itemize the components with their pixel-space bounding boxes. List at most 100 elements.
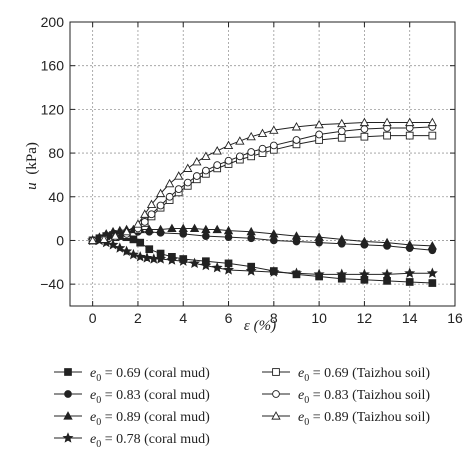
data-point-s5-18 [269, 141, 278, 150]
data-point-s3-19 [290, 267, 302, 278]
data-point-s5-21 [337, 127, 346, 136]
data-point-s1-9 [202, 232, 210, 240]
data-point-s3-20 [313, 268, 325, 279]
data-point-s6-24 [405, 117, 415, 127]
legend-label: e0 = 0.78 (coral mud) [90, 432, 210, 450]
data-point-s5-15 [236, 152, 244, 161]
data-point-s2-18 [291, 231, 302, 240]
plot-area [69, 21, 456, 307]
data-point-s2-17 [269, 229, 279, 238]
legend-marker [272, 390, 280, 398]
data-point-s5-17 [258, 144, 267, 153]
data-point-s4-21 [337, 133, 346, 142]
data-point-s4-22 [360, 132, 369, 141]
data-point-s2-19 [314, 232, 324, 241]
data-point-s6-3 [121, 226, 132, 236]
data-point-s6-7 [155, 188, 166, 198]
x-tick-label: 8 [270, 310, 278, 326]
data-point-s2-16 [246, 226, 256, 236]
data-point-s5-20 [315, 130, 323, 139]
data-point-s6-2 [110, 231, 120, 240]
data-point-s6-16 [246, 131, 256, 141]
data-point-s2-22 [382, 237, 392, 247]
data-point-s2-10 [167, 223, 177, 233]
x-tick-label: 10 [311, 310, 327, 326]
legend-marker [271, 411, 281, 420]
axis-ticks [70, 21, 456, 306]
x-tick-label: 2 [134, 310, 142, 326]
legend-marker [272, 368, 280, 376]
data-point-s6-5 [140, 209, 150, 218]
data-point-s2-4 [115, 225, 125, 235]
y-tick-label: 200 [41, 14, 65, 30]
data-point-s6-23 [382, 117, 392, 127]
y-tick-label: 40 [48, 189, 64, 205]
data-point-s6-10 [183, 163, 193, 172]
data-point-s3-14 [200, 259, 212, 271]
legend-marker [62, 432, 74, 443]
data-point-s0-8 [145, 245, 154, 254]
data-point-s6-19 [291, 122, 302, 131]
data-point-s2-23 [405, 239, 415, 249]
data-point-s3-11 [166, 254, 178, 265]
legend-entry-c2-2: e0 = 0.89 (Taizhou soil) [262, 410, 430, 428]
data-point-s2-12 [189, 223, 200, 233]
data-point-s6-4 [133, 219, 143, 228]
y-axis-unit: (kPa) [24, 142, 40, 175]
x-tick-label: 4 [179, 310, 187, 326]
legend-entry-c2-1: e0 = 0.83 (Taizhou soil) [262, 388, 430, 406]
data-point-s3-22 [358, 268, 370, 279]
data-point-s2-24 [427, 241, 438, 250]
data-point-s5-7 [156, 201, 165, 210]
data-point-s5-6 [147, 210, 156, 219]
data-point-s3-24 [404, 267, 416, 278]
x-axis-title: ε (%) [244, 318, 276, 334]
data-point-s3-21 [336, 268, 348, 279]
x-tick-label: 6 [225, 310, 233, 326]
data-point-s5-13 [213, 161, 222, 169]
data-point-s6-21 [337, 118, 347, 128]
data-point-s1-12 [269, 236, 278, 245]
data-point-s3-25 [426, 267, 438, 278]
data-point-s5-14 [224, 156, 233, 165]
legend-label: e0 = 0.83 (Taizhou soil) [298, 388, 430, 406]
data-point-s5-12 [202, 166, 210, 175]
data-point-s6-14 [223, 140, 234, 150]
y-tick-label: 160 [41, 58, 65, 74]
data-point-s2-11 [178, 223, 188, 233]
x-tick-label: 16 [447, 310, 463, 326]
data-point-s5-10 [183, 178, 192, 187]
legend-label: e0 = 0.83 (coral mud) [90, 388, 210, 406]
data-point-s3-16 [223, 264, 235, 275]
y-axis-symbol: u [24, 182, 40, 190]
y-tick-label: 0 [56, 232, 64, 248]
plot-frame [69, 21, 456, 307]
data-point-s3-23 [381, 268, 393, 279]
x-tick-label: 14 [402, 310, 418, 326]
data-point-s0-21 [405, 278, 414, 286]
legend-entry-c1-3: e0 = 0.78 (coral mud) [54, 432, 210, 450]
data-point-s0-22 [428, 279, 437, 287]
y-tick-label: 80 [48, 145, 64, 161]
data-point-s5-19 [292, 136, 301, 144]
data-point-s3-6 [127, 248, 139, 260]
data-point-s5-8 [165, 192, 174, 201]
data-point-s6-17 [257, 128, 268, 137]
data-point-s5-9 [174, 185, 183, 193]
data-point-s6-0 [87, 235, 98, 245]
data-point-s5-11 [192, 172, 201, 180]
legend: e0 = 0.69 (coral mud) e0 = 0.83 (coral mu… [54, 366, 430, 450]
data-point-s0-7 [136, 238, 145, 247]
data-point-s4-25 [428, 131, 437, 140]
data-point-s2-15 [223, 225, 234, 235]
data-point-s6-6 [146, 199, 157, 208]
data-point-s6-12 [201, 151, 211, 160]
data-point-s3-8 [141, 252, 153, 263]
data-point-s2-21 [359, 236, 370, 246]
data-point-s6-1 [99, 234, 109, 243]
data-point-s6-25 [427, 117, 438, 127]
data-point-s3-17 [245, 265, 257, 276]
data-point-s5-16 [247, 148, 256, 156]
legend-marker [64, 390, 72, 398]
